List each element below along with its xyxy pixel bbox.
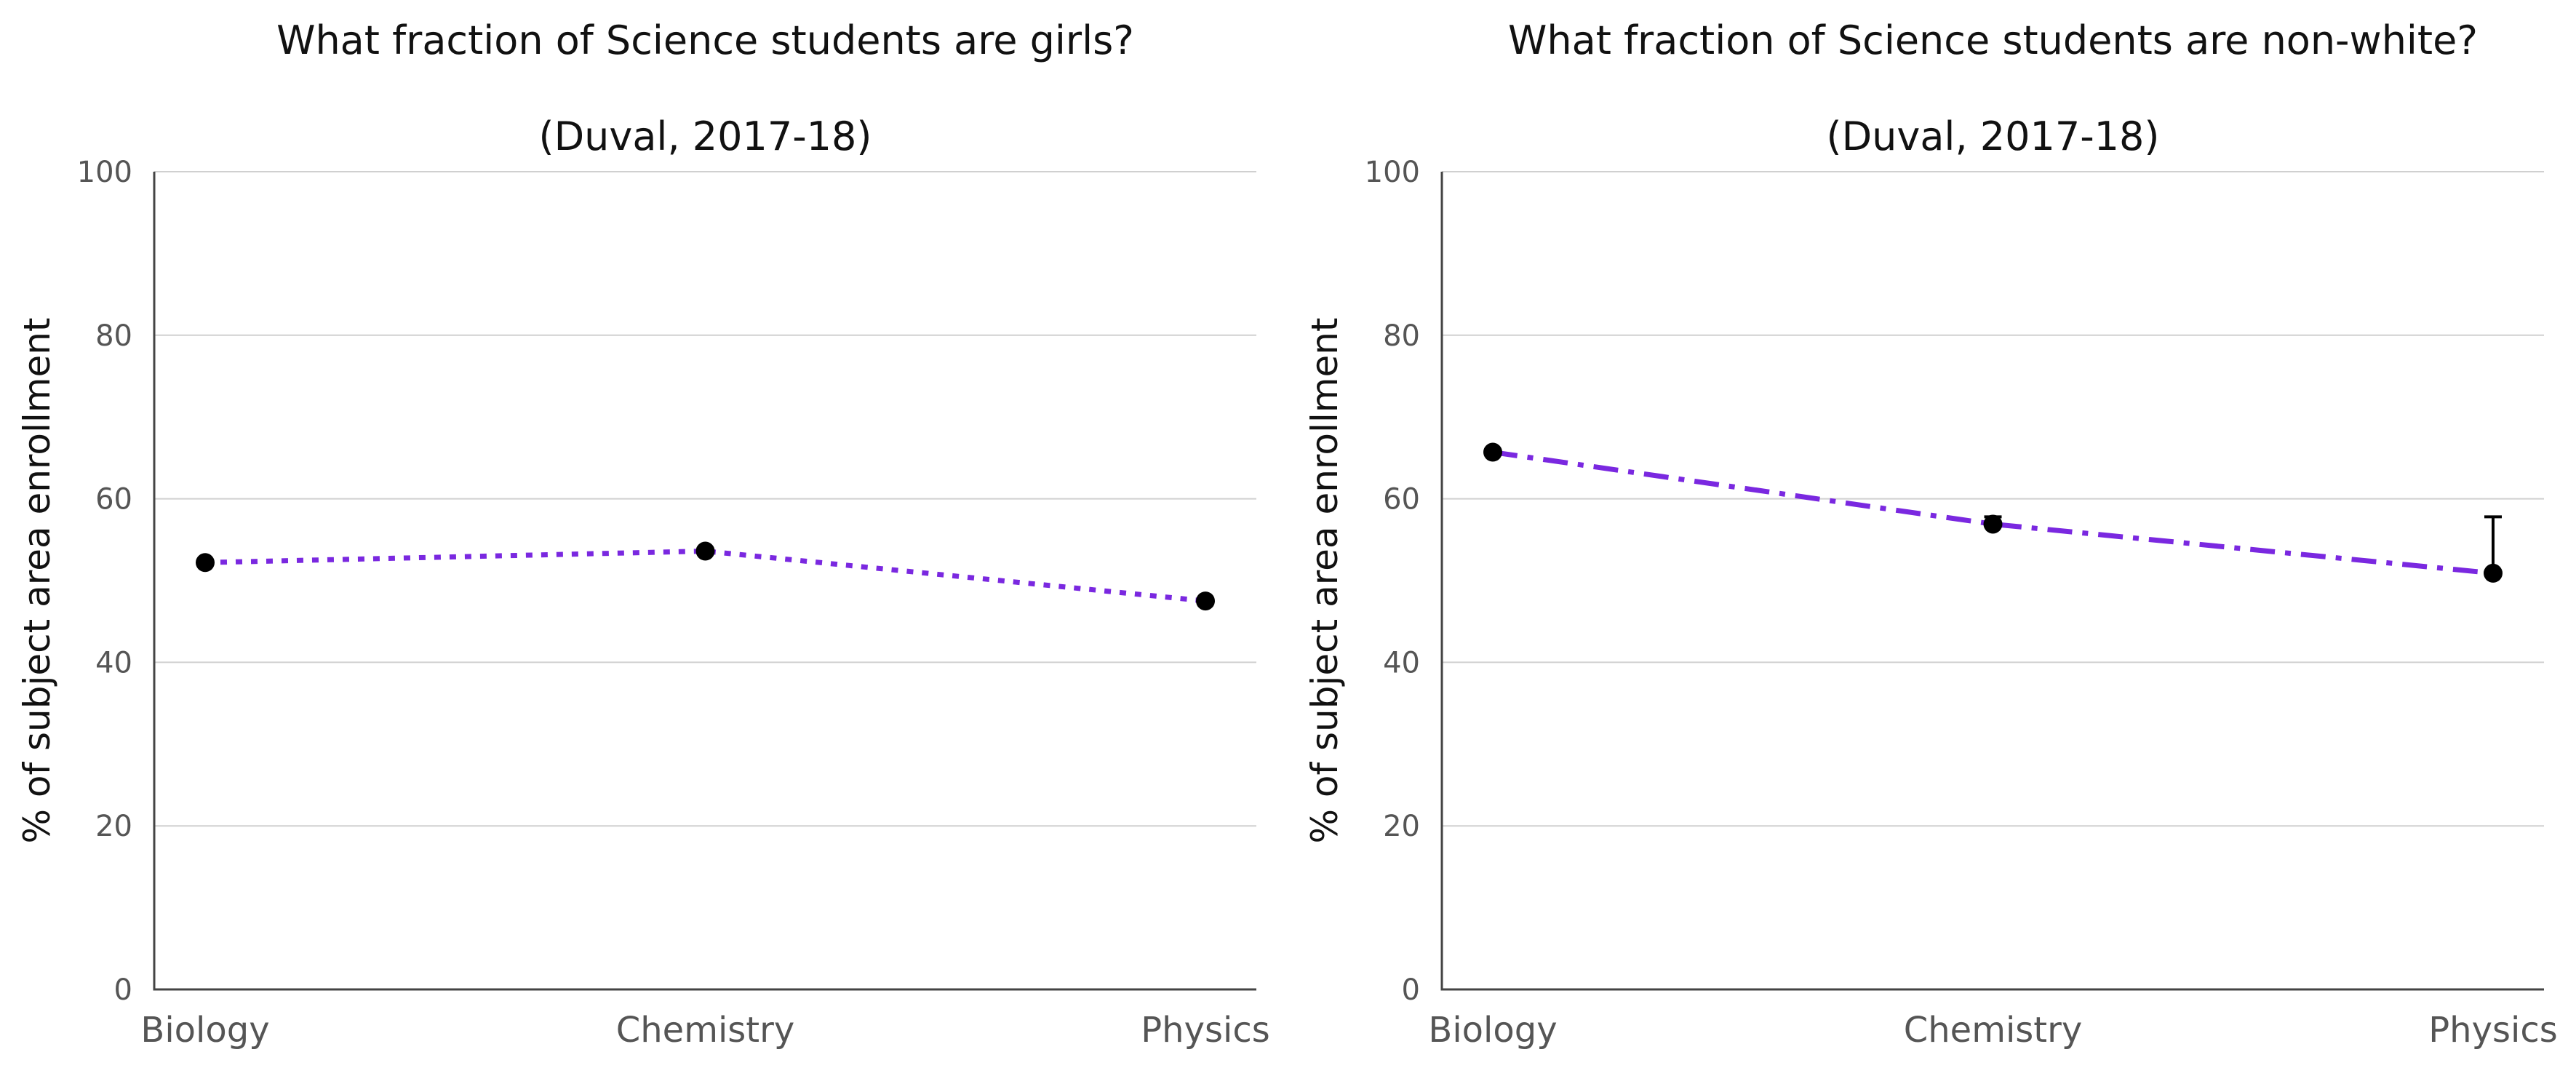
x-tick-label: Chemistry (616, 1010, 795, 1051)
chart-girls: What fraction of Science students are gi… (16, 17, 1270, 1051)
y-axis-label: % of subject area enrollment (16, 317, 58, 843)
data-point (1196, 591, 1215, 611)
y-tick-label: 60 (95, 483, 132, 517)
gridlines (1442, 171, 2544, 827)
y-tick-label: 80 (1383, 319, 1420, 353)
x-tick-labels: Biology Chemistry Physics (1428, 1010, 2557, 1051)
y-tick-label: 100 (77, 156, 132, 189)
y-tick-label: 20 (95, 810, 132, 843)
y-tick-labels: 0 20 40 60 80 100 (77, 156, 132, 1007)
series (1483, 442, 2503, 583)
x-tick-label: Chemistry (1904, 1010, 2083, 1051)
chart-subtitle: (Duval, 2017-18) (1827, 113, 2160, 159)
x-tick-label: Biology (1428, 1010, 1557, 1051)
series-line (1492, 450, 2494, 576)
y-tick-label: 20 (1383, 810, 1420, 843)
chart-non-white: What fraction of Science students are no… (1304, 17, 2558, 1051)
x-tick-label: Physics (1141, 1010, 1270, 1051)
y-tick-label: 80 (95, 319, 132, 353)
chart-title: What fraction of Science students are no… (1508, 17, 2478, 63)
y-tick-label: 40 (1383, 646, 1420, 680)
y-axis-label: % of subject area enrollment (1304, 317, 1346, 843)
data-point (1983, 514, 2003, 534)
y-tick-label: 60 (1383, 483, 1420, 517)
x-tick-labels: Biology Chemistry Physics (140, 1010, 1269, 1051)
y-tick-label: 0 (114, 973, 132, 1007)
y-tick-label: 0 (1402, 973, 1420, 1007)
x-tick-label: Biology (140, 1010, 269, 1051)
data-point (2484, 563, 2503, 583)
gridlines (154, 171, 1256, 827)
data-point (1483, 442, 1502, 462)
data-point (695, 541, 715, 561)
axes-frame (153, 172, 1256, 991)
x-tick-label: Physics (2428, 1010, 2558, 1051)
chart-subtitle: (Duval, 2017-18) (539, 113, 872, 159)
y-tick-label: 100 (1365, 156, 1420, 189)
axes-frame (1440, 172, 2544, 991)
y-tick-label: 40 (95, 646, 132, 680)
chart-title: What fraction of Science students are gi… (276, 17, 1134, 63)
series (196, 541, 1215, 611)
y-tick-labels: 0 20 40 60 80 100 (1365, 156, 1420, 1007)
data-point (196, 553, 215, 573)
